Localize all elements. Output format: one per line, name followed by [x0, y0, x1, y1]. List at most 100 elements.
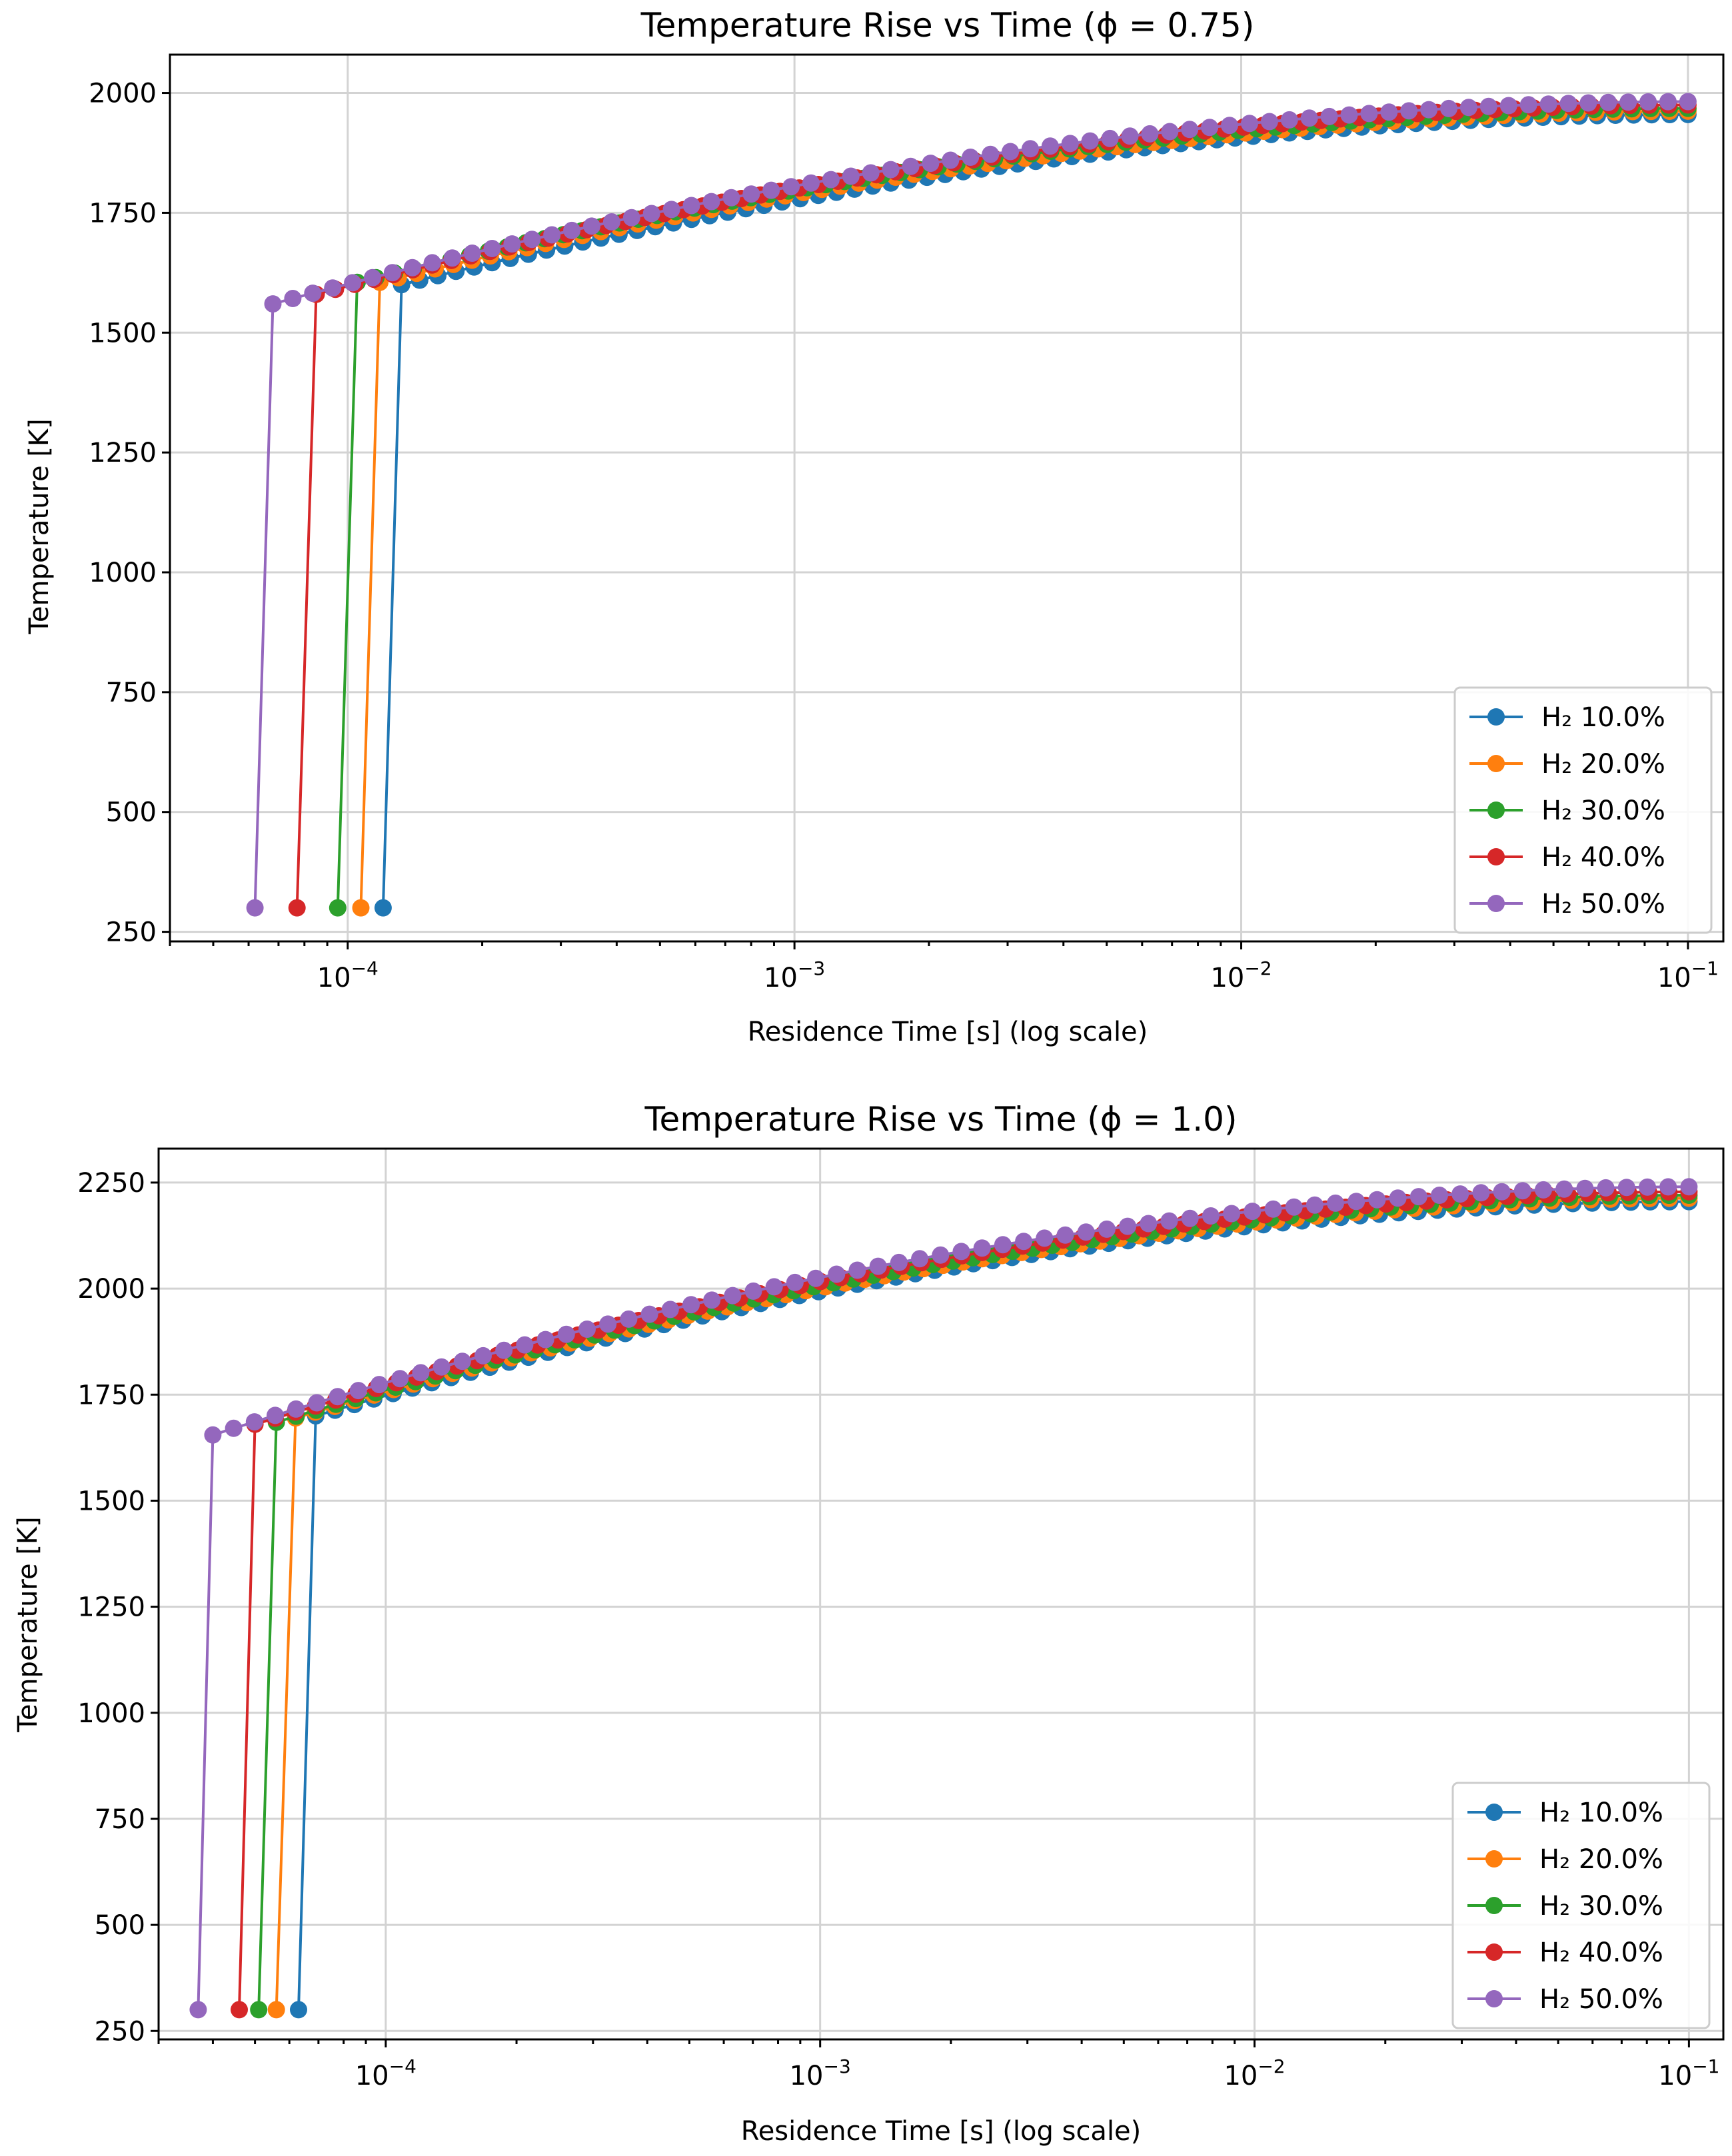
data-point — [911, 1250, 929, 1268]
data-point — [642, 205, 660, 223]
data-point — [802, 174, 820, 192]
axes: 250 500 750 1000 1250 1500 1750 2000 2250 10−4 10−… — [77, 1147, 1725, 2091]
data-point — [1181, 121, 1199, 139]
chart-phi-10: Temperature Rise vs Time (ϕ = 1.0) Resid… — [13, 1100, 1725, 2147]
legend-label: H₂ 10.0% — [1541, 702, 1665, 733]
data-point — [246, 899, 264, 917]
data-point — [352, 899, 370, 917]
y-tick-label: 250 — [95, 2016, 145, 2047]
data-point — [1619, 93, 1637, 111]
y-tick-label: 2000 — [77, 1274, 145, 1305]
data-point — [523, 231, 541, 249]
data-point — [1420, 101, 1438, 119]
legend-label: H₂ 30.0% — [1541, 796, 1665, 826]
data-point — [1639, 1178, 1656, 1196]
y-tick-label: 1750 — [89, 198, 157, 229]
data-point — [1161, 123, 1179, 141]
data-point — [1119, 1217, 1137, 1235]
data-point — [994, 1236, 1012, 1254]
data-point — [284, 290, 302, 307]
data-point — [1202, 1207, 1220, 1225]
data-point — [1400, 102, 1418, 120]
legend-marker — [1485, 1990, 1503, 2007]
legend-marker — [1487, 895, 1505, 912]
legend-item: H₂ 40.0% — [1469, 842, 1665, 873]
data-point — [922, 155, 940, 173]
data-point — [403, 259, 421, 276]
data-point — [1280, 111, 1298, 129]
x-axis-label: Residence Time [s] (log scale) — [748, 1017, 1148, 1047]
data-point — [1221, 117, 1238, 135]
data-point — [250, 2001, 268, 2019]
legend-label: H₂ 30.0% — [1539, 1891, 1663, 1921]
legend-marker — [1487, 802, 1505, 819]
data-point — [724, 1287, 742, 1305]
data-point — [503, 235, 521, 253]
data-point — [1223, 1205, 1241, 1223]
data-point — [1659, 1178, 1677, 1196]
y-tick-label: 1000 — [89, 558, 157, 588]
data-point — [982, 145, 1000, 163]
data-point — [620, 1310, 638, 1328]
data-point — [324, 279, 342, 297]
legend-marker — [1485, 1897, 1503, 1914]
data-point — [1597, 1179, 1615, 1197]
legend-item: H₂ 20.0% — [1467, 1844, 1663, 1875]
legend-label: H₂ 50.0% — [1541, 889, 1665, 919]
legend-label: H₂ 50.0% — [1539, 1984, 1663, 2015]
data-point — [267, 2001, 285, 2019]
data-point — [1260, 113, 1278, 131]
data-point — [765, 1278, 783, 1296]
data-point — [742, 185, 760, 203]
x-tick-label: 10−1 — [1658, 2055, 1719, 2091]
data-point — [1002, 143, 1020, 161]
data-point — [807, 1269, 825, 1287]
data-point — [204, 1426, 222, 1444]
legend-marker — [1485, 1804, 1503, 1821]
data-point — [662, 201, 680, 219]
data-point — [862, 164, 880, 182]
data-point — [1347, 1193, 1365, 1211]
data-point — [1431, 1187, 1448, 1204]
data-point — [882, 161, 900, 179]
data-point — [1513, 1182, 1531, 1200]
data-point — [1409, 1188, 1427, 1206]
y-tick-label: 2250 — [77, 1168, 145, 1199]
data-point — [1368, 1191, 1386, 1209]
data-point — [1056, 1226, 1074, 1244]
data-point — [1244, 1203, 1262, 1221]
legend-label: H₂ 40.0% — [1539, 1937, 1663, 1968]
data-point — [516, 1336, 534, 1354]
data-point — [1181, 1209, 1199, 1227]
data-point — [290, 2001, 307, 2019]
data-point — [973, 1239, 991, 1257]
data-point — [349, 1382, 367, 1400]
data-point — [744, 1282, 762, 1300]
data-point — [822, 171, 840, 189]
legend-marker — [1487, 848, 1505, 865]
data-point — [1389, 1189, 1407, 1207]
data-point — [1680, 1178, 1698, 1196]
y-tick-label: 750 — [106, 678, 157, 708]
data-point — [308, 1394, 326, 1412]
data-point — [786, 1273, 804, 1291]
data-point — [722, 189, 740, 207]
data-point — [1679, 93, 1697, 111]
legend-item: H₂ 50.0% — [1469, 889, 1665, 919]
series-layer — [246, 93, 1697, 917]
data-point — [962, 149, 980, 166]
data-point — [1015, 1233, 1033, 1251]
data-point — [578, 1321, 596, 1338]
data-point — [661, 1301, 679, 1319]
legend-marker — [1487, 708, 1505, 726]
data-point — [890, 1253, 908, 1271]
data-point — [245, 1413, 263, 1431]
data-point — [1036, 1229, 1054, 1247]
y-tick-label: 1500 — [89, 318, 157, 348]
data-point — [1472, 1184, 1490, 1202]
legend-item: H₂ 10.0% — [1469, 702, 1665, 733]
data-point — [1539, 95, 1557, 113]
data-point — [942, 151, 960, 169]
data-point — [474, 1347, 492, 1364]
y-tick-label: 250 — [106, 917, 157, 948]
